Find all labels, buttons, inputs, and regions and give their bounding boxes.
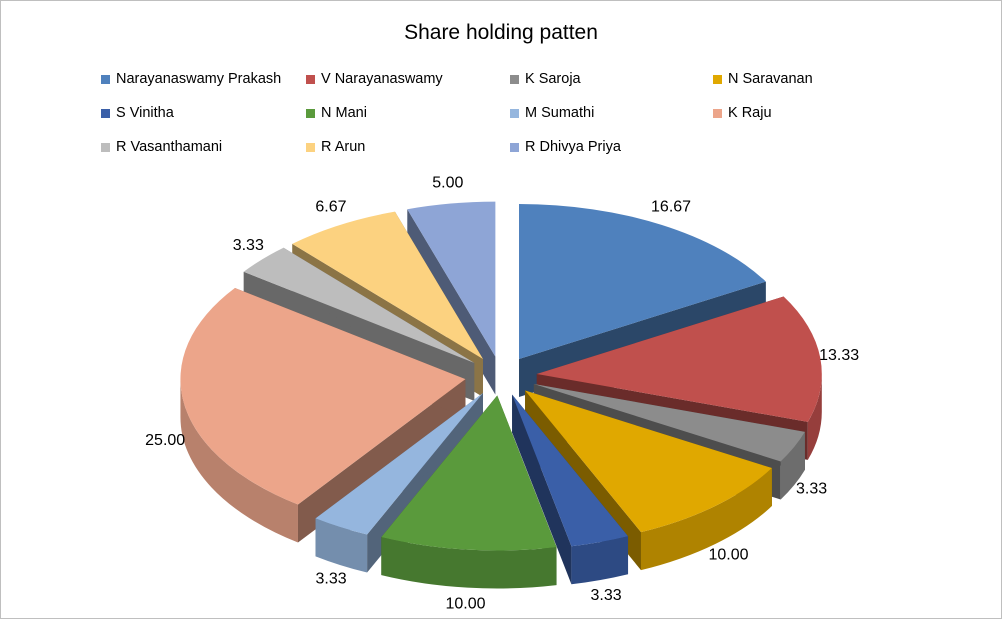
legend-label: K Saroja: [525, 71, 581, 87]
legend-label: N Saravanan: [728, 71, 813, 87]
legend-item-narayanaswamy-prakash: Narayanaswamy Prakash: [101, 71, 281, 87]
legend-label: K Raju: [728, 105, 772, 121]
legend-swatch: [101, 74, 110, 84]
legend-item-m-sumathi: M Sumathi: [510, 105, 594, 121]
legend-label: M Sumathi: [525, 105, 595, 121]
data-label-n-mani: 10.00: [445, 595, 485, 612]
legend-swatch: [510, 108, 519, 118]
legend-item-v-narayanaswamy: V Narayanaswamy: [306, 71, 443, 87]
pie-slice-s-vinitha: [512, 394, 629, 585]
data-label-k-raju: 25.00: [145, 432, 185, 449]
legend-swatch: [713, 74, 722, 84]
legend-item-s-vinitha: S Vinitha: [101, 105, 174, 121]
pie-slice-m-sumathi: [315, 392, 484, 573]
legend-item-n-mani: N Mani: [306, 105, 367, 121]
data-label-r-vasanthamani: 3.33: [233, 237, 264, 254]
data-label-n-saravanan: 10.00: [708, 546, 748, 563]
legend-swatch: [713, 108, 722, 118]
legend-item-n-saravanan: N Saravanan: [713, 71, 813, 87]
pie-slice-n-mani: [381, 395, 557, 589]
legend-item-k-saroja: K Saroja: [510, 71, 581, 87]
legend-item-k-raju: K Raju: [713, 105, 772, 121]
legend-item-r-dhivya-priya: R Dhivya Priya: [510, 139, 621, 155]
legend-swatch: [510, 74, 519, 84]
legend-label: R Dhivya Priya: [525, 139, 621, 155]
legend-swatch: [306, 108, 315, 118]
legend-item-r-vasanthamani: R Vasanthamani: [101, 139, 222, 155]
legend-label: V Narayanaswamy: [321, 71, 443, 87]
legend-label: Narayanaswamy Prakash: [116, 71, 282, 87]
legend-swatch: [306, 74, 315, 84]
legend-label: R Vasanthamani: [116, 139, 223, 155]
chart-title: Share holding patten: [404, 21, 598, 44]
pie-slice-n-saravanan: [525, 390, 772, 571]
data-label-r-arun: 6.67: [315, 198, 346, 215]
legend-swatch: [510, 142, 519, 152]
data-label-s-vinitha: 3.33: [591, 587, 622, 604]
legend-item-r-arun: R Arun: [306, 139, 365, 155]
data-label-m-sumathi: 3.33: [315, 570, 346, 587]
data-label-k-saroja: 3.33: [796, 481, 827, 498]
legend-label: R Arun: [321, 139, 366, 155]
data-label-r-dhivya-priya: 5.00: [432, 175, 463, 192]
legend-swatch: [101, 142, 110, 152]
legend-label: S Vinitha: [116, 105, 174, 121]
data-label-narayanaswamy-prakash: 16.67: [651, 198, 691, 215]
legend-swatch: [306, 142, 315, 152]
legend-swatch: [101, 108, 110, 118]
data-label-v-narayanaswamy: 13.33: [819, 347, 859, 364]
legend-label: N Mani: [321, 105, 367, 121]
